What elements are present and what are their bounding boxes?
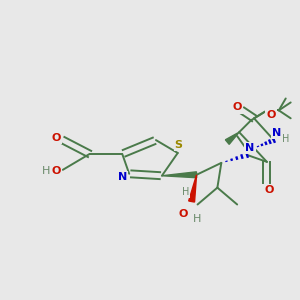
Text: S: S [175, 140, 183, 150]
Text: N: N [272, 128, 281, 138]
Text: O: O [51, 166, 61, 176]
Text: O: O [266, 110, 276, 120]
Text: H: H [282, 134, 290, 144]
Text: N: N [118, 172, 127, 182]
Text: O: O [179, 209, 188, 219]
Text: O: O [264, 184, 274, 195]
Polygon shape [162, 172, 196, 178]
Text: N: N [245, 143, 255, 153]
Text: O: O [232, 102, 242, 112]
Polygon shape [225, 132, 239, 144]
Text: H: H [194, 214, 202, 224]
Polygon shape [189, 175, 196, 202]
Text: H: H [42, 166, 50, 176]
Text: H: H [182, 187, 189, 196]
Text: O: O [51, 133, 61, 143]
